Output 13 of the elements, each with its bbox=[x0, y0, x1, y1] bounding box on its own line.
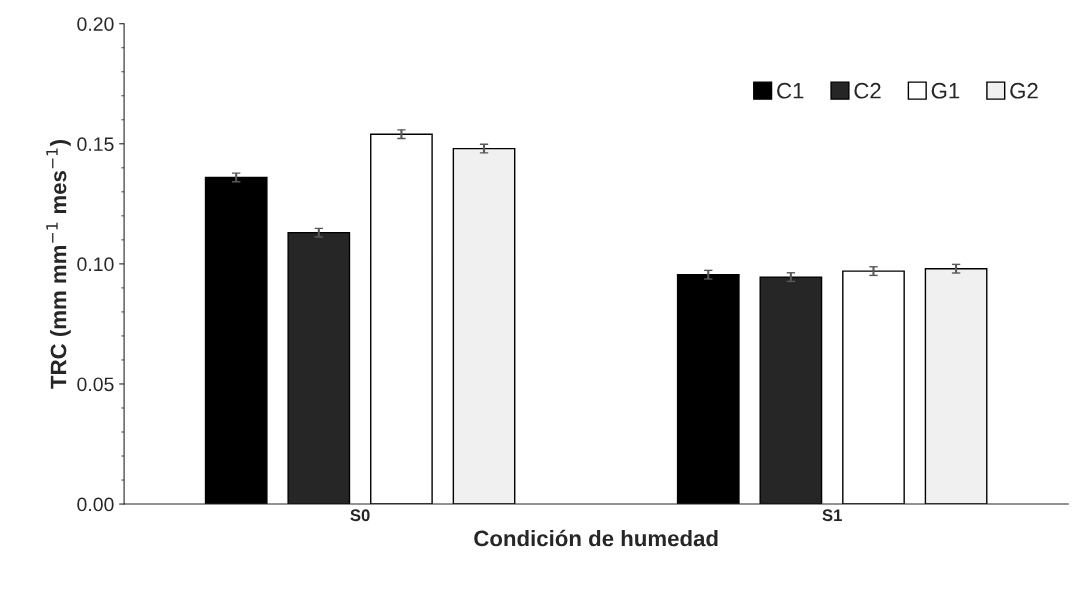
x-tick-label: S1 bbox=[822, 509, 842, 522]
y-tick-label: 0.15 bbox=[77, 137, 114, 152]
legend-label: G2 bbox=[1010, 82, 1038, 99]
x-tick-label: S0 bbox=[350, 509, 370, 522]
y-tick-label: 0.05 bbox=[77, 377, 114, 392]
x-axis-title: Condición de humedad bbox=[474, 529, 718, 547]
y-axis-title: TRC (mm mm$^{−1}$ mes$^{−1}$) bbox=[46, 140, 71, 389]
y-tick-label: 0.20 bbox=[77, 17, 114, 31]
y-tick-label: 0.10 bbox=[77, 257, 114, 272]
y-tick-label: 0.00 bbox=[77, 497, 114, 512]
legend-label: G1 bbox=[931, 82, 960, 99]
legend-label: C1 bbox=[777, 82, 804, 99]
legend-label: C2 bbox=[854, 82, 881, 99]
